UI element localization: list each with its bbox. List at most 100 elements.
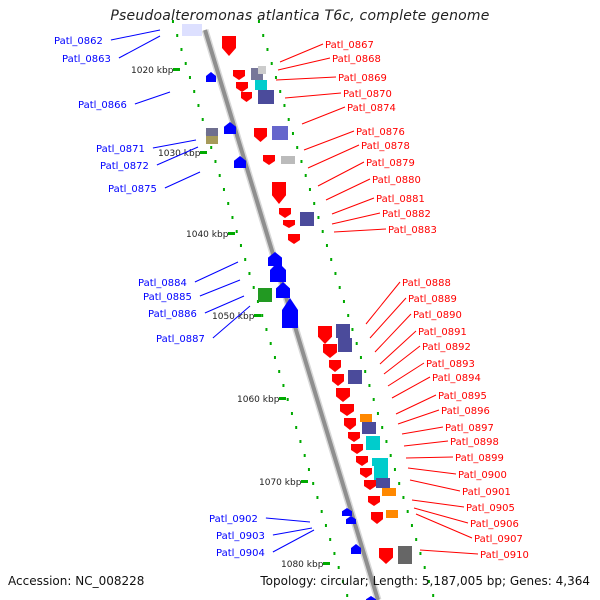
forward-gene [360,468,372,478]
leader-line-right [279,43,324,63]
inner-right-dot [419,552,422,555]
forward-gene [288,234,300,244]
inner-right-dot [274,76,277,79]
inner-left-dot [295,426,298,429]
inner-left-dot [180,48,183,51]
reverse-gene [351,544,361,554]
feature-box [382,488,396,496]
feature-box [360,414,372,422]
gene-label-left: Patl_0866 [78,100,127,111]
scale-tick-label: 1040 kbp [186,230,229,240]
inner-right-dot [296,146,299,149]
inner-left-dot [193,90,196,93]
gene-label-left: Patl_0902 [209,514,258,525]
forward-gene [379,548,393,564]
inner-right-dot [381,426,384,429]
inner-left-dot [261,314,264,317]
inner-left-dot [201,118,204,121]
leader-line-left [204,295,245,314]
inner-right-dot [355,342,358,345]
inner-left-dot [329,538,332,541]
inner-right-dot [402,496,405,499]
feature-box [281,156,295,164]
inner-right-dot [415,538,418,541]
scale-tick [254,314,261,317]
gene-label-right: Patl_0894 [432,373,481,384]
feature-box [374,466,388,480]
scale-tick-label: 1020 kbp [131,66,174,76]
inner-right-dot [368,384,371,387]
gene-label-right: Patl_0899 [455,453,504,464]
inner-right-dot [410,524,413,527]
gene-label-left: Patl_0872 [100,161,149,172]
scale-tick-label: 1070 kbp [259,478,302,488]
leader-line-left [212,305,251,339]
gene-label-left: Patl_0863 [62,54,111,65]
forward-gene [348,432,360,442]
feature-box [336,324,350,338]
leader-line-right [317,161,365,187]
leader-line-right [369,297,407,339]
inner-right-dot [393,468,396,471]
forward-gene [318,326,332,344]
leader-line-right [387,362,425,387]
inner-right-dot [389,454,392,457]
gene-label-right: Patl_0906 [470,519,519,530]
forward-gene [344,418,356,430]
forward-gene [340,404,354,416]
inner-left-dot [256,300,259,303]
forward-gene [254,128,267,142]
leader-line-right [409,479,461,492]
leader-line-right [277,57,331,71]
inner-left-dot [265,328,268,331]
gene-label-right: Patl_0882 [382,209,431,220]
inner-right-dot [330,258,333,261]
inner-right-dot [287,118,290,121]
scale-tick [323,562,330,565]
leader-line-right [307,144,360,169]
gene-label-left: Patl_0885 [143,292,192,303]
inner-left-dot [269,342,272,345]
leader-line-right [383,345,421,375]
forward-gene [222,36,236,56]
feature-box [362,422,376,434]
leader-line-right [365,281,401,325]
leader-line-right [405,456,454,459]
inner-right-dot [376,412,379,415]
reverse-gene [282,298,298,328]
forward-gene [241,92,252,102]
feature-box [300,212,314,226]
inner-left-dot [337,566,340,569]
feature-box [206,136,218,144]
reverse-gene [276,282,290,298]
inner-left-dot [324,524,327,527]
scale-tick [228,232,235,235]
leader-line-left [265,517,311,523]
gene-label-right: Patl_0896 [441,406,490,417]
reverse-gene [206,72,216,82]
leader-line-right [331,197,375,215]
forward-gene [368,496,380,506]
inner-right-dot [406,510,409,513]
forward-gene [332,374,344,386]
gene-label-right: Patl_0869 [338,73,387,84]
gene-label-right: Patl_0880 [372,175,421,186]
gene-label-right: Patl_0881 [376,194,425,205]
inner-right-dot [317,216,320,219]
gene-label-right: Patl_0876 [356,127,405,138]
forward-gene [356,456,368,466]
inner-right-dot [279,90,282,93]
gene-label-right: Patl_0897 [445,423,494,434]
accession-text: Accession: NC_008228 [8,574,145,588]
inner-right-dot [338,286,341,289]
gene-label-right: Patl_0883 [388,225,437,236]
inner-left-dot [320,510,323,513]
inner-left-dot [273,356,276,359]
leader-line-right [391,376,431,399]
feature-box [376,478,390,488]
gene-label-left: Patl_0903 [216,531,265,542]
reverse-gene [366,596,376,600]
inner-right-dot [398,482,401,485]
inner-right-dot [283,104,286,107]
